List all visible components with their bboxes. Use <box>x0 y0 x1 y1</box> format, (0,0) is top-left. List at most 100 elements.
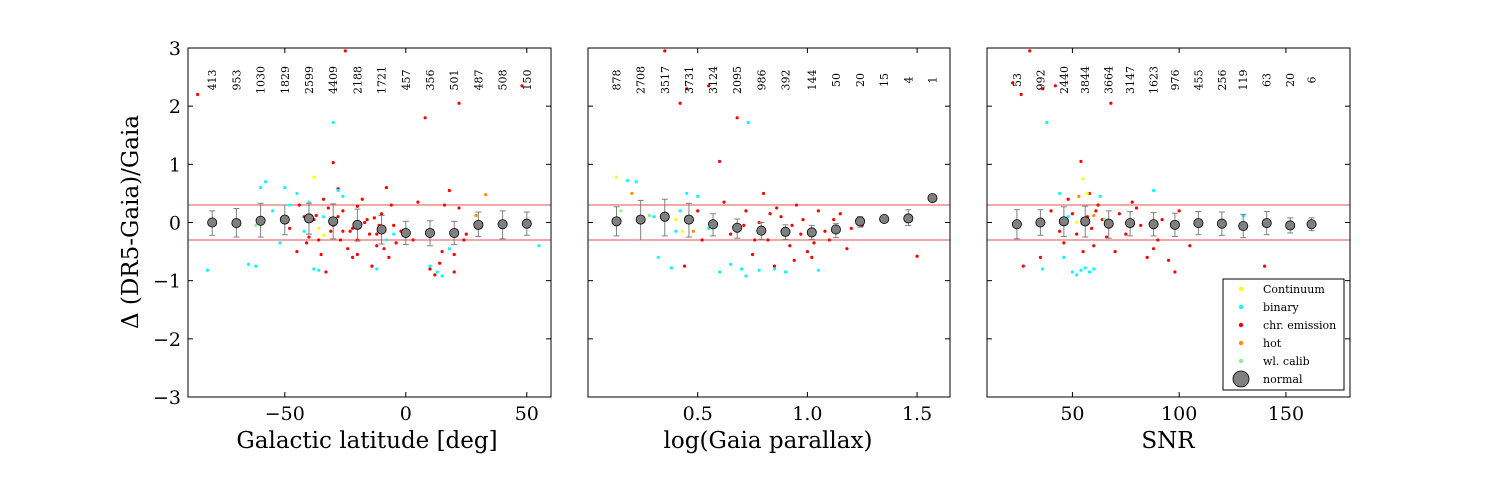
legend-marker <box>1238 286 1244 292</box>
binary-point <box>1040 267 1045 271</box>
emission-point <box>682 264 687 268</box>
emission-point <box>1075 232 1079 236</box>
continuum-point <box>1085 191 1089 196</box>
emission-point <box>314 213 318 218</box>
x-tick-label: 0.5 <box>683 403 713 425</box>
emission-point <box>810 255 814 259</box>
binary-point <box>537 244 541 248</box>
emission-point <box>742 223 746 228</box>
legend-label: wl. calib <box>1263 355 1310 368</box>
emission-point <box>700 238 704 242</box>
emission-point <box>816 209 820 213</box>
bin-count-label: 1829 <box>279 66 292 94</box>
emission-point <box>346 247 350 251</box>
emission-point <box>288 226 292 230</box>
emission-point <box>1160 217 1164 222</box>
binary-point <box>656 255 660 259</box>
bin-count-label: 6 <box>1306 77 1319 84</box>
continuum-point <box>680 229 684 233</box>
binary-point <box>1151 188 1156 193</box>
binary-point <box>816 268 820 272</box>
bin-count-label: 878 <box>611 70 624 91</box>
binary-point <box>696 194 700 198</box>
bin-median-point <box>521 218 532 229</box>
bin-count-label: 144 <box>806 70 819 91</box>
y-axis-label: Δ (DR5-Gaia)/Gaia <box>118 115 144 329</box>
continuum-point <box>674 217 678 222</box>
emission-point <box>317 238 321 242</box>
x-tick-label: 50 <box>515 403 539 425</box>
continuum-point <box>317 226 321 230</box>
bin-median-point <box>255 215 266 226</box>
emission-point <box>718 159 722 164</box>
bin-median-point <box>635 214 646 225</box>
emission-point <box>1130 200 1134 204</box>
binary-point <box>744 274 748 278</box>
emission-point <box>1117 212 1121 216</box>
bin-median-point <box>1193 218 1204 229</box>
binary-point <box>295 191 299 196</box>
emission-point <box>744 209 748 213</box>
binary-point <box>625 179 630 183</box>
emission-point <box>462 238 466 242</box>
emission-point <box>1081 249 1085 254</box>
emission-point <box>416 200 420 204</box>
hot-point <box>630 191 634 196</box>
emission-point <box>326 206 330 210</box>
panel-snr: 53 992 2440 3844 3664 3147 1623 976 455 256 119 63 2… <box>986 47 1351 425</box>
emission-point <box>753 238 757 242</box>
emission-point <box>788 244 792 248</box>
bin-median-point <box>279 214 290 225</box>
bin-count-label: 63 <box>1261 73 1274 87</box>
emission-point <box>1049 209 1053 213</box>
emission-point <box>729 232 733 236</box>
binary-point <box>685 191 689 196</box>
emission-point <box>1151 247 1156 251</box>
binary-point <box>1092 267 1096 271</box>
binary-point <box>205 268 209 272</box>
legend-label: normal <box>1263 373 1303 386</box>
emission-point <box>799 232 803 236</box>
bin-median-point <box>352 219 363 230</box>
emission-point <box>350 255 355 259</box>
bin-count-label: 4 <box>902 77 915 84</box>
legend-label: hot <box>1263 337 1282 350</box>
bin-count-label: 53 <box>1011 73 1024 87</box>
emission-point <box>685 87 689 91</box>
plot-area <box>987 49 1350 277</box>
panel-gaia-parallax: 878 2708 3517 3731 3124 2095 986 392 144 50 20 15 4 1… <box>587 47 951 425</box>
emission-point <box>1011 81 1015 85</box>
binary-point <box>1079 268 1083 272</box>
bin-count-label: 1 <box>926 77 939 84</box>
y-tick-label: −1 <box>153 271 181 293</box>
emission-point <box>360 197 364 201</box>
bin-median-point <box>927 193 938 204</box>
emission-point <box>387 255 391 259</box>
emission-point <box>394 241 398 245</box>
emission-point <box>1092 244 1096 248</box>
emission-point <box>794 203 799 207</box>
emission-point <box>1062 241 1066 245</box>
emission-point <box>295 249 299 254</box>
emission-point <box>329 229 333 233</box>
emission-point <box>196 92 200 97</box>
bin-count-label: 150 <box>521 70 534 91</box>
binary-point <box>336 188 340 193</box>
binary-point <box>674 229 678 233</box>
binary-point <box>634 180 638 184</box>
emission-point <box>375 244 379 248</box>
emission-point <box>812 241 816 245</box>
bin-count-label: 976 <box>1169 70 1182 91</box>
binary-point <box>1066 215 1070 219</box>
emission-point <box>696 209 700 213</box>
bin-median-point <box>376 224 387 235</box>
emission-point <box>355 252 359 257</box>
binary-point <box>392 232 396 236</box>
emission-point <box>392 223 396 228</box>
bin-count-label: 3731 <box>683 66 696 94</box>
bin-median-point <box>400 227 411 238</box>
emission-point <box>735 116 739 120</box>
emission-point <box>849 226 853 230</box>
x-tick-label: 1.0 <box>792 403 822 425</box>
